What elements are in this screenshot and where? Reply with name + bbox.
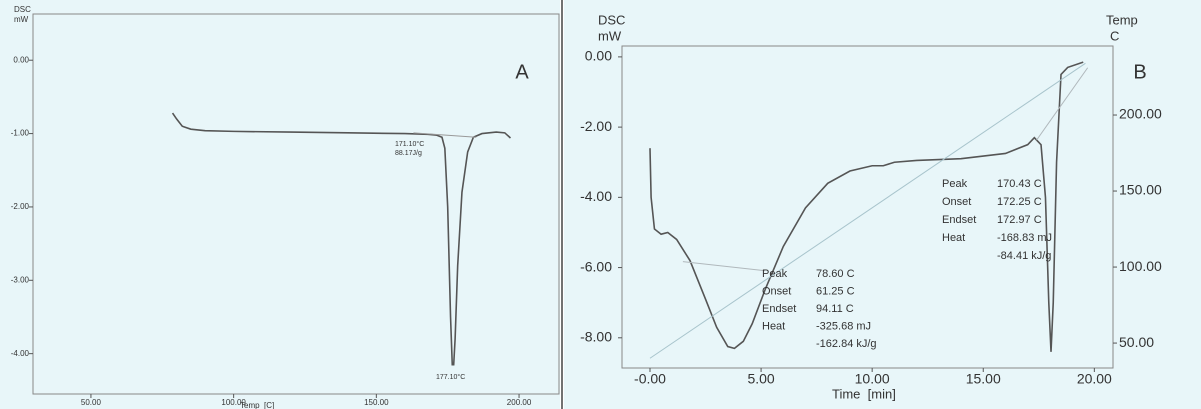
panel-a-background xyxy=(0,0,560,409)
y2-tick-label: 150.00 xyxy=(1119,182,1162,198)
annotation: 88.17J/g xyxy=(395,150,422,157)
data-line xyxy=(649,62,1086,359)
y-tick-label: -2.00 xyxy=(580,118,612,134)
x-tick-label: 50.00 xyxy=(81,398,102,407)
y-axis-unit: mW xyxy=(598,28,622,43)
table-label: Peak xyxy=(762,268,788,280)
table-label: Heat xyxy=(942,232,965,244)
y-axis-label: DSC xyxy=(14,5,31,14)
y2-tick-label: 200.00 xyxy=(1119,106,1162,122)
x-tick-label: 200.00 xyxy=(507,398,532,407)
y-tick-label: 0.00 xyxy=(585,48,612,64)
y2-axis-label: Temp xyxy=(1106,12,1138,27)
x-tick-label: 150.00 xyxy=(364,398,389,407)
annotation: 177.10°C xyxy=(436,373,465,381)
x-tick-label: 5.00 xyxy=(747,371,774,387)
table-value: 78.60 C xyxy=(816,268,855,280)
table-value: -84.41 kJ/g xyxy=(997,250,1051,262)
y-tick-label: -4.00 xyxy=(580,188,612,204)
table-label: Onset xyxy=(762,285,791,297)
y-tick-label: -3.00 xyxy=(11,275,30,284)
data-line xyxy=(171,112,512,366)
annotation: 171.10°C xyxy=(395,140,424,148)
x-axis-label: Time [min] xyxy=(832,386,896,401)
plot-area xyxy=(32,13,560,395)
table-label: Heat xyxy=(762,320,785,332)
table-label: Onset xyxy=(942,196,971,208)
table-value: 172.97 C xyxy=(997,214,1042,226)
y2-axis-unit: C xyxy=(1110,28,1119,43)
y-tick-label: -2.00 xyxy=(11,202,30,211)
table-value: 172.25 C xyxy=(997,196,1042,208)
y-tick-label: -4.00 xyxy=(11,349,30,358)
table-label: Endset xyxy=(942,214,976,226)
x-tick-label: 15.00 xyxy=(966,371,1001,387)
plot-area xyxy=(621,45,1114,369)
x-tick-label: 100.00 xyxy=(221,398,246,407)
data-line xyxy=(649,61,1084,352)
panel-label: B xyxy=(1133,61,1146,83)
y2-tick-label: 50.00 xyxy=(1119,334,1154,350)
table-label: Peak xyxy=(942,178,968,190)
y-tick-label: -1.00 xyxy=(11,129,30,138)
y-tick-label: -8.00 xyxy=(580,329,612,345)
x-tick-label: -0.00 xyxy=(634,371,666,387)
x-tick-label: 10.00 xyxy=(855,371,890,387)
table-value: -168.83 mJ xyxy=(997,232,1052,244)
y-tick-label: 0.00 xyxy=(13,55,29,64)
data-line xyxy=(413,132,477,138)
table-value: -162.84 kJ/g xyxy=(816,338,877,350)
panel-b-background xyxy=(564,0,1201,409)
x-tick-label: 20.00 xyxy=(1077,371,1112,387)
panel-label: A xyxy=(515,61,529,83)
data-line xyxy=(1036,67,1089,141)
data-line xyxy=(682,261,765,272)
y-axis-unit: mW xyxy=(14,15,29,24)
y2-tick-label: 100.00 xyxy=(1119,258,1162,274)
table-value: -325.68 mJ xyxy=(816,320,871,332)
x-axis-label: Temp [C] xyxy=(240,401,274,409)
table-value: 94.11 C xyxy=(816,303,854,315)
table-label: Endset xyxy=(762,303,796,315)
table-value: 61.25 C xyxy=(816,285,855,297)
y-tick-label: -6.00 xyxy=(580,258,612,274)
y-axis-label: DSC xyxy=(598,12,625,27)
table-value: 170.43 C xyxy=(997,178,1042,190)
